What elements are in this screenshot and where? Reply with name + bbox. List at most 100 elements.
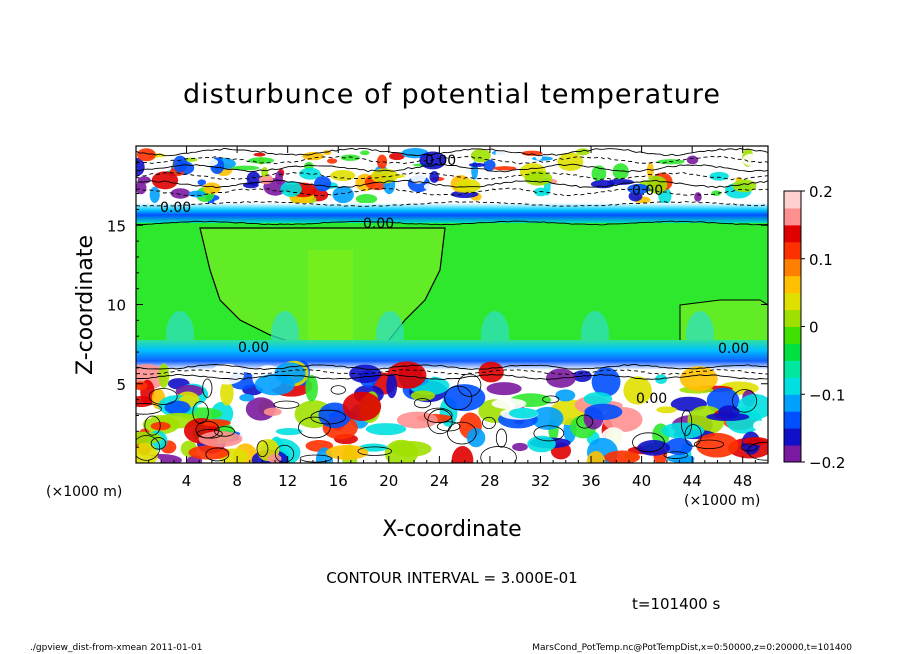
y-axis: 5 10 15 — [107, 161, 768, 448]
colorbar-tick-label: −0.1 — [809, 386, 845, 404]
x-axis-label: X-coordinate — [382, 517, 521, 542]
colorbar-segment — [784, 224, 801, 243]
field-blob — [584, 403, 623, 421]
field-blob — [136, 157, 145, 176]
field-blob — [389, 440, 432, 457]
field-blob — [202, 158, 219, 167]
colorbar-segment — [784, 394, 801, 412]
contour-loop — [144, 415, 161, 436]
contour-loop — [740, 443, 758, 452]
footer-right: MarsCond_PotTemp.nc@PotTempDist,x=0:5000… — [532, 643, 852, 653]
contour-loop — [632, 432, 665, 453]
field-blob — [387, 361, 427, 389]
contour-loop — [495, 428, 508, 448]
field-blob — [695, 432, 739, 458]
field-blob — [389, 152, 405, 161]
contour-loop — [684, 424, 702, 447]
contour-loop — [680, 409, 693, 436]
contour-loop — [136, 403, 162, 415]
contour-line — [136, 147, 768, 157]
field-blob — [136, 395, 155, 408]
contour-loop — [444, 385, 473, 411]
colorbar-segment — [784, 241, 801, 260]
contour-label: 0.00 — [425, 153, 456, 169]
contour-line — [136, 155, 768, 165]
field-blob — [455, 179, 481, 194]
x-tick-label: 20 — [379, 472, 398, 490]
field-blob — [604, 450, 641, 463]
field-blob — [340, 154, 360, 161]
field-blob — [646, 162, 654, 179]
field-blob — [253, 152, 266, 157]
colorbar-tick-label: 0.2 — [809, 183, 833, 201]
contour-line — [136, 187, 768, 197]
x-tick-label: 24 — [430, 472, 449, 490]
field-blob — [466, 428, 486, 448]
contour-loop — [533, 425, 565, 442]
contour-loop — [731, 389, 758, 413]
x-tick-label: 32 — [531, 472, 550, 490]
contour-label: 0.00 — [363, 216, 394, 232]
field-blob — [332, 186, 354, 204]
field-blob — [495, 148, 511, 158]
field-blob — [376, 154, 388, 169]
y-axis-label: Z-coordinate — [73, 235, 98, 375]
field-blob — [136, 181, 147, 195]
field-blob — [203, 182, 221, 195]
lower-turbulent-layer — [136, 360, 768, 463]
field-blob — [136, 442, 159, 463]
field-blob — [586, 450, 606, 463]
field-blob — [732, 179, 757, 193]
contour-loop — [192, 401, 209, 424]
field-blob — [365, 423, 407, 436]
contour-loop — [136, 435, 161, 461]
field-blob — [709, 171, 729, 181]
colorbar-segment — [784, 292, 801, 311]
contour-loop — [427, 408, 453, 435]
x-tick-label: 16 — [329, 472, 348, 490]
x-axis-unit-right: (×1000 m) — [684, 493, 760, 509]
x-tick-label: 8 — [232, 472, 242, 490]
field-blob — [188, 190, 206, 198]
field-blob — [330, 170, 356, 181]
upper-transition-band — [136, 203, 768, 223]
field-blob — [280, 181, 302, 197]
contour-loop — [274, 444, 295, 463]
field-blob — [325, 445, 369, 460]
field-blob — [627, 183, 650, 194]
field-blob — [706, 412, 750, 422]
field-blob — [665, 438, 693, 456]
field-blob — [524, 170, 553, 186]
field-blob — [478, 361, 504, 383]
field-blob — [299, 167, 321, 180]
chart-title: disturbunce of potential temperature — [183, 79, 721, 110]
colorbar-segment — [784, 428, 801, 446]
field-blob — [220, 380, 234, 406]
field-blob — [263, 407, 282, 417]
contour-label: 0.00 — [636, 391, 667, 407]
contour-loop — [357, 446, 393, 456]
contour-loop — [663, 451, 689, 459]
colorbar-ticks: 0.2 0.1 0 −0.1 −0.2 — [801, 183, 845, 472]
field-blob — [491, 398, 527, 410]
colorbar-segment — [784, 309, 801, 327]
field-blob — [555, 389, 576, 402]
field-blob — [149, 186, 160, 204]
field-blob — [623, 376, 652, 405]
contour-line — [136, 369, 768, 375]
contour-line — [136, 201, 768, 207]
contour-line — [136, 373, 768, 380]
colorbar-segment — [784, 207, 801, 226]
field-blob — [468, 162, 486, 167]
colorbar-tick-label: 0 — [809, 319, 819, 337]
contour-loop — [447, 421, 477, 445]
field-blob — [314, 175, 332, 192]
colorbar-segment — [784, 326, 801, 344]
contour-loop — [148, 388, 178, 405]
field-blob — [164, 400, 191, 415]
x-tick-label: 28 — [480, 472, 499, 490]
field-blob — [197, 179, 207, 186]
contour-line — [136, 163, 768, 173]
field-blob — [686, 155, 699, 165]
x-axis-unit-left: (×1000 m) — [46, 484, 122, 500]
